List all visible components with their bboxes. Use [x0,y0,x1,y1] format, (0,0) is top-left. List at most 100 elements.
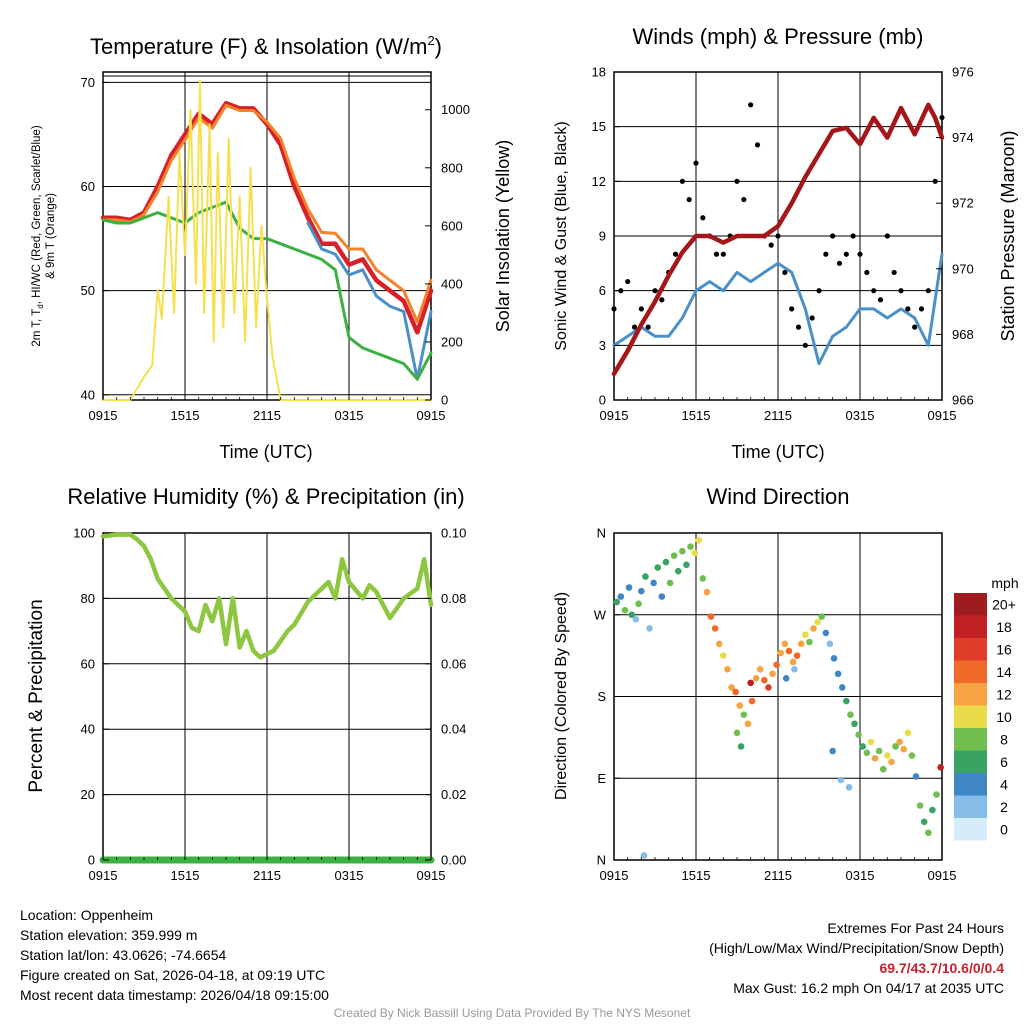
direction-point [900,745,908,753]
y-tick-label: E [597,771,606,786]
gust-point [631,324,638,330]
direction-point [613,598,621,606]
direction-point [748,697,756,705]
direction-point [724,665,731,673]
gust-point [611,306,617,312]
direction-point [679,547,686,555]
location-text: Location: Oppenheim [20,907,154,923]
y-right-tick-label: 0.10 [441,526,466,541]
direction-point [642,573,649,580]
direction-point [658,593,666,600]
direction-point [920,818,928,826]
legend-swatch [954,638,987,661]
x-tick-label: 0915 [89,868,118,883]
gust-point [857,251,863,257]
gust-point [741,196,747,203]
direction-point [896,738,903,746]
credit-text: Created By Nick Bassill Using Data Provi… [333,1006,691,1020]
x-tick-label: 2115 [764,868,792,883]
direction-point [855,731,862,738]
legend-label: 10 [996,709,1012,725]
legend-swatch [954,773,987,796]
direction-point [830,655,838,662]
direction-point [703,588,711,596]
direction-point [867,738,875,746]
gust-point [918,306,925,312]
direction-point [847,711,854,718]
extremes-subtitle: (High/Low/Max Wind/Precipitation/Snow De… [709,940,1004,956]
direction-point [691,549,698,557]
winds-x-axis-label: Time (UTC) [731,442,824,462]
direction-point [732,688,739,696]
extremes-block: Extremes For Past 24 Hours (High/Low/Max… [709,918,1004,998]
direction-point [826,640,834,648]
direction-point [773,661,780,669]
gust-point [802,342,808,348]
direction-point [715,640,723,648]
gust-point [672,251,679,257]
x-tick-label: 1515 [682,868,711,883]
y-tick-label: 6 [599,283,606,298]
y-right-tick-label: 1000 [441,102,470,117]
x-tick-label: 0315 [335,408,364,423]
direction-point [674,567,682,575]
extremes-title: Extremes For Past 24 Hours [827,920,1004,936]
gust-point [836,260,843,266]
gust-point [748,102,754,108]
y-right-tick-label: 0.02 [441,787,466,802]
y-tick-label: 18 [592,65,606,80]
gust-point [898,288,904,294]
gust-point [850,233,856,239]
y-tick-label: 60 [81,179,95,194]
legend-label: 8 [1000,731,1008,747]
legend-title: mph [991,575,1018,591]
temperature-x-axis-label: Time (UTC) [219,442,312,462]
station-info: Location: Oppenheim Station elevation: 3… [20,905,329,1005]
gust-point [645,324,651,330]
x-tick-label: 0915 [417,408,446,423]
direction-point [635,600,642,608]
legend-swatch [954,795,987,818]
legend-swatch [954,728,987,751]
direction-point [747,679,754,687]
y-tick-label: 50 [81,283,95,298]
y-right-tick-label: 0.08 [441,591,466,606]
gust-point [884,233,890,239]
gust-point [638,306,644,312]
legend-label: 4 [1000,776,1008,792]
max-gust-text: Max Gust: 16.2 mph On 04/17 at 2035 UTC [733,980,1004,996]
elevation-text: Station elevation: 359.999 m [20,927,198,943]
9m-t-line [101,103,433,324]
created-text: Figure created on Sat, 2026-04-18, at 09… [20,967,326,983]
legend-label: 2 [1000,799,1008,815]
direction-point [646,625,653,632]
direction-point [777,649,785,657]
y-right-tick-label: 400 [441,276,463,291]
insolation-line [102,79,432,401]
gust-point [659,297,665,303]
direction-point [711,625,719,632]
direction-point [737,743,745,750]
legend-label: 0 [1000,821,1008,837]
x-tick-label: 0915 [600,408,629,423]
gust-point [843,251,849,257]
temperature-panel-title: Temperature (F) & Insolation (W/m2) [90,33,442,59]
direction-point [810,625,817,632]
gust-point [816,288,822,294]
gust-point [823,251,829,257]
x-tick-label: 1515 [171,408,200,423]
direction-point [834,670,842,678]
x-tick-label: 0315 [846,868,875,883]
direction-point [829,747,836,755]
recent-data-text: Most recent data timestamp: 2026/04/18 0… [20,987,329,1003]
legend-swatch [954,593,987,616]
winds-panel: Winds (mph) & Pressure (mb) 0915 1515 2115… [553,24,1018,462]
x-tick-label: 0915 [417,868,446,883]
direction-point [752,675,760,682]
y-tick-label: 60 [81,656,95,671]
wind-y-axis-label: Sonic Wind & Gust (Blue, Black) [553,121,570,350]
gust-point [768,242,774,248]
y-tick-label: 100 [73,526,95,541]
humidity-panel: Relative Humidity (%) & Precipitation (i… [26,484,466,883]
x-tick-label: 0915 [928,868,957,883]
